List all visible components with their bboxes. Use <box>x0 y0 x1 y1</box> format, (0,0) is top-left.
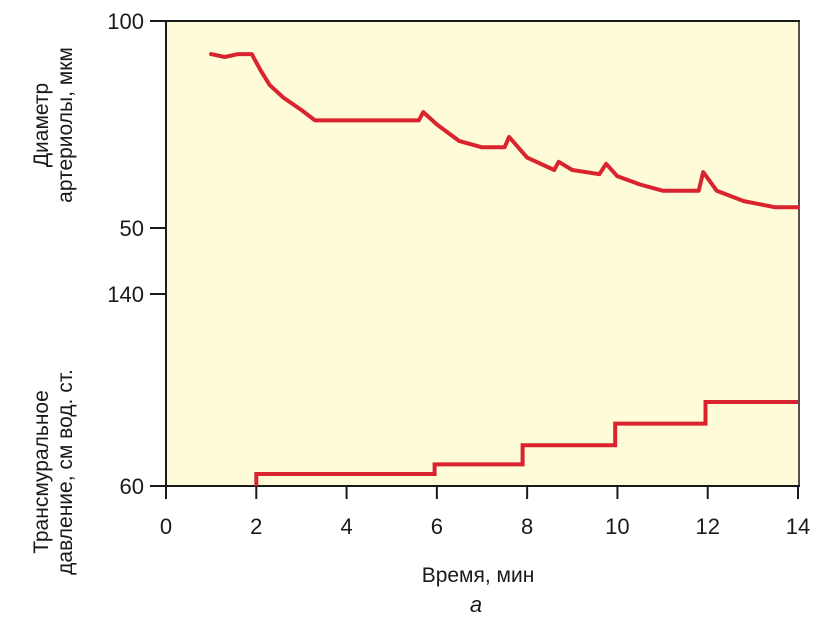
bottom-y-label-line-1: Трансмуральное <box>30 390 53 554</box>
plot-background <box>166 22 798 486</box>
figure-caption: а <box>470 592 482 617</box>
x-axis-label: Время, мин <box>422 564 535 587</box>
x-tick-label-0: 0 <box>160 514 172 539</box>
x-tick-label-12: 12 <box>695 514 719 539</box>
bottom-y-label: Трансмуральное давление, см вод. ст. <box>30 369 77 575</box>
series-line-diameter <box>209 52 800 210</box>
x-tick-label-10: 10 <box>605 514 629 539</box>
series-line-pressure <box>254 400 798 486</box>
y-tick-label-100: 100 <box>107 9 144 34</box>
top-y-label-line-1: Диаметр <box>30 83 53 167</box>
top-y-label-line-2: артериолы, мкм <box>54 47 77 203</box>
x-tick-label-6: 6 <box>431 514 443 539</box>
top-y-label: Диаметр артериолы, мкм <box>30 47 77 203</box>
y-tick-label-60: 60 <box>120 474 144 499</box>
y-tick-label-50: 50 <box>120 216 144 241</box>
y-tick-label-140: 140 <box>107 282 144 307</box>
x-tick-label-14: 14 <box>786 514 810 539</box>
x-tick-label-4: 4 <box>340 514 352 539</box>
x-tick-label-2: 2 <box>250 514 262 539</box>
x-tick-label-8: 8 <box>521 514 533 539</box>
bottom-y-label-line-2: давление, см вод. ст. <box>54 369 77 575</box>
x-axis-ticks: 0 2 4 6 8 10 12 14 <box>160 486 810 539</box>
